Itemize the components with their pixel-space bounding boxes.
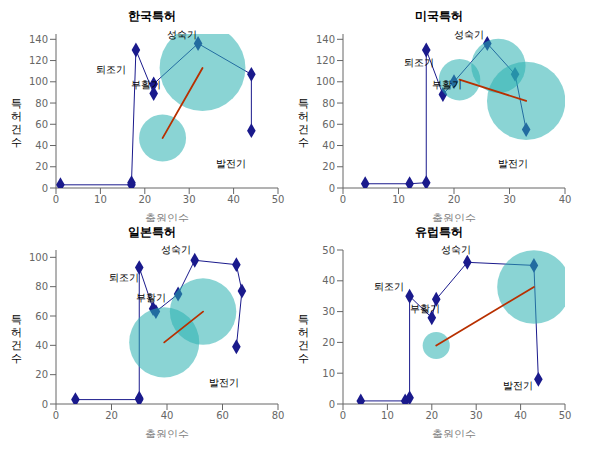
svg-text:출원인수: 출원인수 xyxy=(145,212,189,222)
svg-text:0: 0 xyxy=(329,183,335,194)
svg-text:0: 0 xyxy=(340,410,346,421)
svg-text:40: 40 xyxy=(35,340,48,351)
svg-text:출원인수: 출원인수 xyxy=(432,428,476,438)
svg-text:80: 80 xyxy=(322,98,335,109)
svg-text:40: 40 xyxy=(322,140,335,151)
svg-text:0: 0 xyxy=(329,399,335,410)
svg-text:40: 40 xyxy=(35,140,48,151)
svg-text:50: 50 xyxy=(322,245,335,256)
svg-text:0: 0 xyxy=(53,410,59,421)
svg-text:50: 50 xyxy=(559,410,572,421)
svg-text:30: 30 xyxy=(470,410,483,421)
svg-text:20: 20 xyxy=(425,410,438,421)
html-text:특 허 건 수: 특 허 건 수 xyxy=(297,97,309,149)
svg-text:퇴조기: 퇴조기 xyxy=(109,272,139,283)
svg-text:출원인수: 출원인수 xyxy=(145,428,189,438)
svg-text:부활기: 부활기 xyxy=(410,303,440,314)
svg-text:발전기: 발전기 xyxy=(498,158,528,169)
svg-text:140: 140 xyxy=(316,34,335,45)
svg-text:10: 10 xyxy=(94,194,107,205)
svg-text:부활기: 부활기 xyxy=(131,79,161,90)
svg-text:성숙기: 성숙기 xyxy=(441,244,471,255)
svg-text:발전기: 발전기 xyxy=(216,158,246,169)
svg-text:부활기: 부활기 xyxy=(136,292,166,303)
svg-text:30: 30 xyxy=(183,194,196,205)
html-text:미국특허: 미국특허 xyxy=(414,9,463,23)
svg-text:80: 80 xyxy=(35,98,48,109)
svg-text:120: 120 xyxy=(29,55,48,66)
svg-text:퇴조기: 퇴조기 xyxy=(374,281,404,292)
svg-text:퇴조기: 퇴조기 xyxy=(96,64,126,75)
svg-text:50: 50 xyxy=(272,194,285,205)
svg-text:0: 0 xyxy=(42,183,48,194)
html-text:유럽특허: 유럽특허 xyxy=(414,225,463,239)
html-text:특 허 건 수: 특 허 건 수 xyxy=(297,313,309,365)
svg-text:10: 10 xyxy=(392,194,405,205)
svg-text:20: 20 xyxy=(138,194,151,205)
svg-text:20: 20 xyxy=(322,161,335,172)
svg-text:100: 100 xyxy=(29,76,48,87)
svg-text:60: 60 xyxy=(35,311,48,322)
svg-text:40: 40 xyxy=(322,275,335,286)
svg-text:60: 60 xyxy=(322,119,335,130)
svg-text:100: 100 xyxy=(29,252,48,263)
svg-text:80: 80 xyxy=(272,410,285,421)
svg-text:40: 40 xyxy=(514,410,527,421)
svg-text:60: 60 xyxy=(216,410,229,421)
svg-text:60: 60 xyxy=(35,119,48,130)
svg-text:40: 40 xyxy=(227,194,240,205)
html-text:특 허 건 수: 특 허 건 수 xyxy=(10,97,22,149)
svg-text:20: 20 xyxy=(35,369,48,380)
svg-text:20: 20 xyxy=(35,161,48,172)
svg-text:발전기: 발전기 xyxy=(503,380,533,391)
svg-text:40: 40 xyxy=(161,410,174,421)
svg-text:40: 40 xyxy=(559,194,572,205)
svg-text:120: 120 xyxy=(316,55,335,66)
svg-text:20: 20 xyxy=(448,194,461,205)
svg-text:10: 10 xyxy=(381,410,394,421)
svg-text:30: 30 xyxy=(503,194,516,205)
svg-text:0: 0 xyxy=(340,194,346,205)
svg-text:20: 20 xyxy=(105,410,118,421)
svg-text:성숙기: 성숙기 xyxy=(454,29,484,40)
svg-text:출원인수: 출원인수 xyxy=(432,212,476,222)
svg-text:140: 140 xyxy=(29,34,48,45)
svg-text:0: 0 xyxy=(53,194,59,205)
html-text:특 허 건 수: 특 허 건 수 xyxy=(10,313,22,365)
svg-text:20: 20 xyxy=(322,337,335,348)
svg-text:부활기: 부활기 xyxy=(432,79,462,90)
svg-text:10: 10 xyxy=(322,368,335,379)
svg-text:100: 100 xyxy=(316,76,335,87)
svg-text:80: 80 xyxy=(35,281,48,292)
svg-text:0: 0 xyxy=(42,399,48,410)
svg-text:퇴조기: 퇴조기 xyxy=(404,57,434,68)
html-text:일본특허: 일본특허 xyxy=(127,225,176,239)
svg-text:30: 30 xyxy=(322,306,335,317)
svg-text:성숙기: 성숙기 xyxy=(161,244,191,255)
svg-text:발전기: 발전기 xyxy=(209,377,239,388)
html-text:한국특허: 한국특허 xyxy=(127,9,176,23)
svg-text:성숙기: 성숙기 xyxy=(167,29,197,40)
